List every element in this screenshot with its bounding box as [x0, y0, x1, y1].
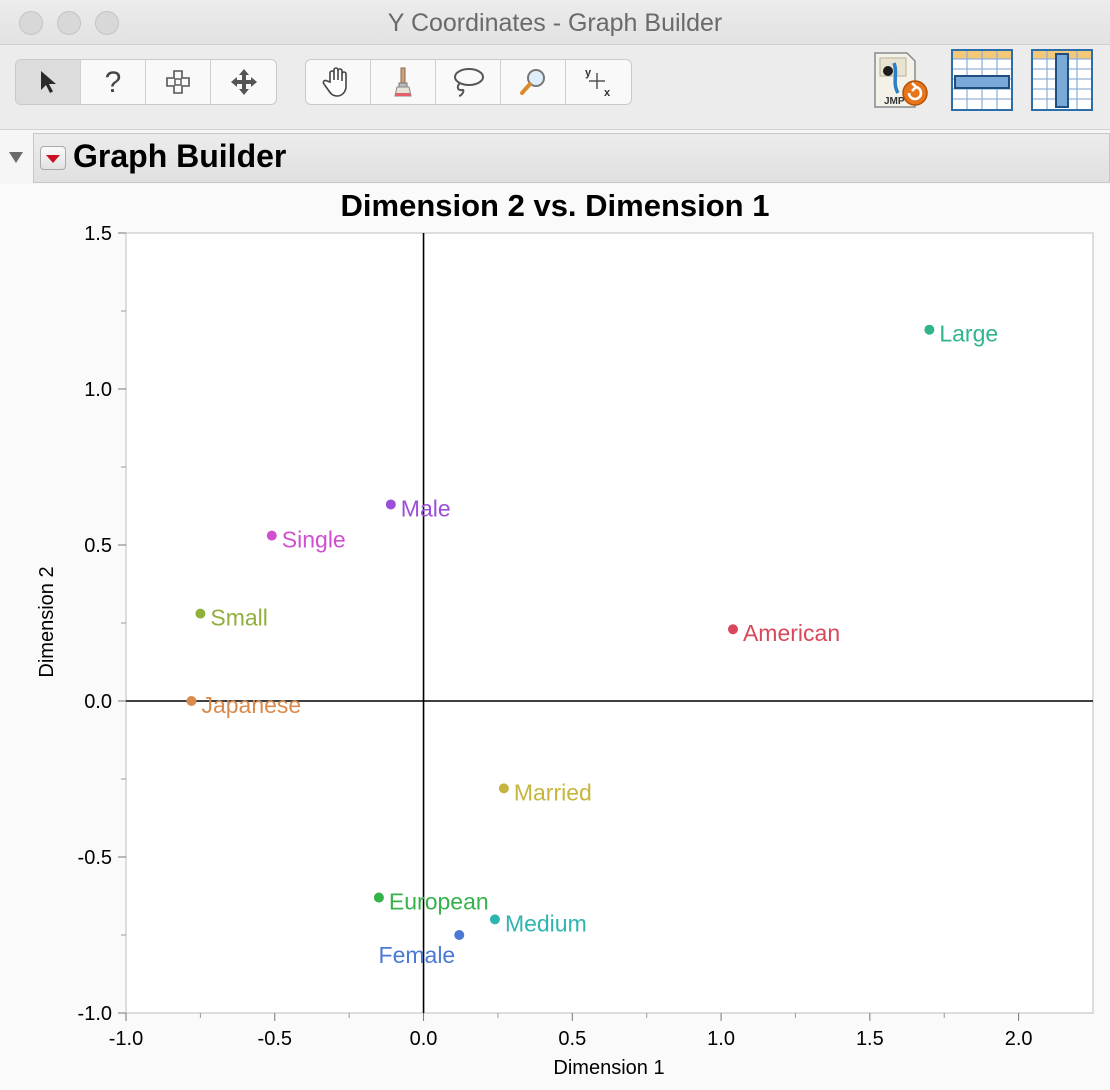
x-tick-label: 0.5: [558, 1028, 586, 1050]
window-title: Y Coordinates - Graph Builder: [387, 9, 723, 37]
question-mark-icon: ?: [105, 66, 122, 98]
point-american[interactable]: [727, 624, 738, 635]
y-tick-label: 1.0: [84, 379, 112, 401]
red-triangle-menu-button[interactable]: [40, 146, 66, 170]
grabber-tool-button[interactable]: [306, 60, 371, 104]
y-tick-label: -1.0: [78, 1003, 112, 1025]
x-tick-label: 0.0: [410, 1028, 438, 1050]
point-single[interactable]: [266, 530, 277, 541]
jmp-revert-button[interactable]: JMP: [868, 49, 930, 111]
point-large[interactable]: [924, 324, 935, 335]
point-male[interactable]: [385, 499, 396, 510]
point-label-married: Married: [514, 779, 592, 805]
crosshairs-tool-button[interactable]: y x: [566, 60, 631, 104]
point-label-female: Female: [379, 942, 456, 968]
chart-title: Dimension 2 vs. Dimension 1: [340, 188, 770, 223]
crosshair-select-icon: [166, 70, 190, 94]
lasso-tool-button[interactable]: [436, 60, 501, 104]
point-label-japanese: Japanese: [201, 692, 301, 718]
y-tick-label: 0.5: [84, 535, 112, 557]
x-tick-label: 1.0: [707, 1028, 735, 1050]
arrow-pointer-icon: [41, 71, 56, 93]
point-female[interactable]: [454, 930, 465, 940]
crosshair-y-label: y: [585, 67, 592, 79]
crosshair-x-label: x: [604, 87, 611, 99]
hand-icon: [322, 67, 347, 97]
close-window-button[interactable]: [19, 11, 43, 35]
point-japanese[interactable]: [186, 696, 197, 706]
disclosure-triangle-icon[interactable]: [8, 150, 24, 164]
point-european[interactable]: [373, 892, 384, 903]
svg-text:?: ?: [105, 66, 122, 98]
show-columns-button[interactable]: [1031, 49, 1093, 111]
y-tick-label: -0.5: [78, 847, 112, 869]
point-label-single: Single: [282, 527, 346, 553]
report-title: Graph Builder: [73, 138, 287, 174]
plot-frame: [125, 232, 1094, 1014]
selection-tool-button[interactable]: [146, 60, 211, 104]
y-axis-label: Dimension 2: [36, 566, 58, 677]
point-label-european: European: [389, 889, 489, 915]
magnifier-tool-button[interactable]: [501, 60, 566, 104]
point-medium[interactable]: [489, 914, 500, 925]
scroller-tool-button[interactable]: [211, 60, 276, 104]
table-rows-icon: [951, 49, 1013, 111]
lasso-icon: [454, 68, 484, 97]
point-small[interactable]: [195, 608, 206, 619]
magnifier-icon: [520, 69, 545, 95]
point-label-medium: Medium: [505, 910, 587, 936]
tool-group-primary: ?: [15, 59, 277, 105]
tool-group-secondary: y x: [305, 59, 632, 105]
window-titlebar: Y Coordinates - Graph Builder: [0, 0, 1110, 45]
jmp-label: JMP: [884, 96, 905, 107]
y-tick-label: 1.5: [84, 223, 112, 245]
graph-builder-header: [33, 133, 1110, 183]
help-tool-button[interactable]: ?: [81, 60, 146, 104]
jmp-script-icon: JMP: [874, 52, 928, 108]
show-data-table-button[interactable]: [951, 49, 1013, 111]
point-label-american: American: [743, 620, 840, 646]
brush-icon: [394, 67, 412, 97]
point-married[interactable]: [498, 783, 509, 794]
brush-tool-button[interactable]: [371, 60, 436, 104]
crosshairs-yx-icon: y x: [585, 67, 611, 99]
point-label-large: Large: [939, 321, 998, 347]
arrow-tool-button[interactable]: [16, 60, 81, 104]
red-triangle-icon: [46, 155, 60, 163]
toolbar: ?: [0, 45, 1110, 130]
y-tick-label: 0.0: [84, 691, 112, 713]
zoom-window-button[interactable]: [95, 11, 119, 35]
move-arrows-icon: [230, 69, 257, 95]
x-tick-label: 2.0: [1005, 1028, 1033, 1050]
x-tick-label: 1.5: [856, 1028, 884, 1050]
point-label-male: Male: [401, 495, 451, 521]
x-axis-label: Dimension 1: [553, 1057, 664, 1079]
x-tick-label: -0.5: [258, 1028, 292, 1050]
x-tick-label: -1.0: [109, 1028, 143, 1050]
table-columns-icon: [1031, 49, 1093, 111]
minimize-window-button[interactable]: [57, 11, 81, 35]
point-label-small: Small: [210, 605, 268, 631]
